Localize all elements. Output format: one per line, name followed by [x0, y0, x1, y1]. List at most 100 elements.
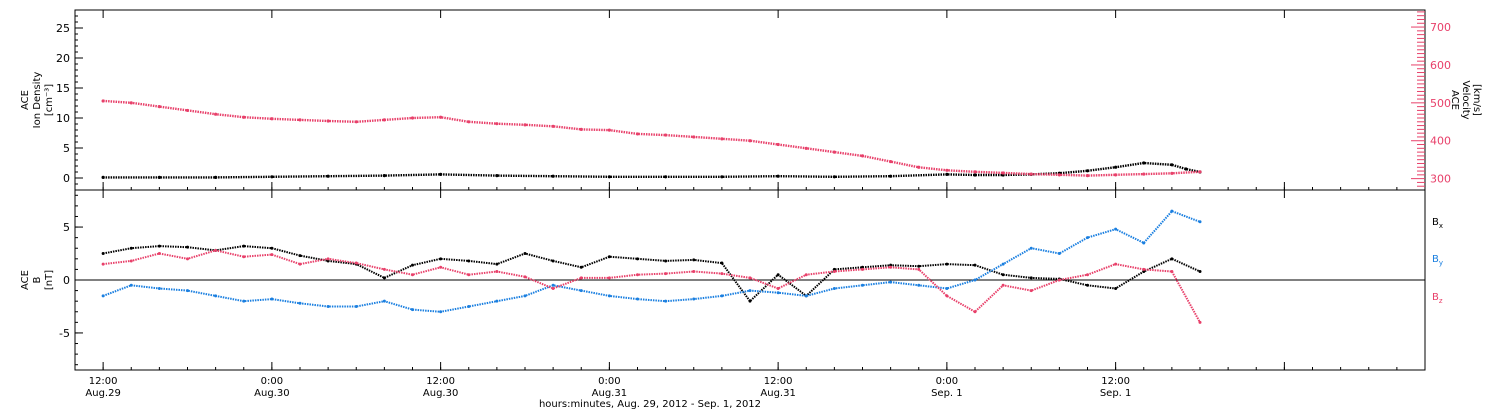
- top-data-point: [945, 172, 949, 176]
- top-data-point: [579, 127, 583, 131]
- top-data-point: [101, 175, 105, 179]
- top-data-point: [635, 132, 640, 136]
- top-data-point: [720, 137, 724, 141]
- bottom-data-point: [186, 257, 189, 261]
- bottom-data-point: [270, 297, 274, 301]
- bottom-data-point: [411, 273, 414, 277]
- top-data-point: [439, 172, 443, 176]
- bottom-data-point: [467, 304, 471, 308]
- bottom-ylabel: B: [32, 276, 43, 283]
- xtick-time-label: 0:00: [598, 376, 620, 387]
- bottom-data-point: [439, 265, 443, 269]
- bottom-data-point: [804, 294, 808, 298]
- top-data-point: [551, 124, 555, 128]
- bottom-data-point: [973, 310, 977, 314]
- bottom-data-point: [607, 276, 611, 280]
- bottom-data-point: [720, 272, 724, 276]
- bottom-data-point: [439, 310, 443, 314]
- top-data-point: [1085, 169, 1090, 173]
- bottom-data-point: [1086, 273, 1089, 277]
- bottom-data-point: [1170, 270, 1174, 274]
- bottom-data-point: [945, 262, 949, 266]
- bottom-data-point: [1001, 283, 1005, 287]
- top-panel-frame: [74, 9, 1426, 191]
- bottom-data-point: [129, 246, 133, 250]
- top-ylabel: [cm⁻³]: [44, 84, 55, 116]
- xtick-time-label: 12:00: [426, 376, 455, 387]
- bottom-data-point: [579, 276, 583, 280]
- top-series-line: [103, 161, 1201, 179]
- bottom-data-point: [157, 252, 161, 256]
- xtick-time-label: 0:00: [261, 376, 283, 387]
- top-data-point: [607, 175, 611, 179]
- bottom-data-point: [607, 255, 611, 259]
- bottom-data-point: [326, 259, 330, 263]
- bottom-data-point: [551, 259, 555, 263]
- bottom-ytick-label: 5: [63, 221, 70, 234]
- bottom-ylabel: ACE: [20, 270, 31, 290]
- top-data-point: [973, 173, 977, 177]
- top-data-point: [129, 101, 133, 105]
- top-data-point: [889, 159, 893, 164]
- top-data-point: [1142, 161, 1146, 165]
- xtick-time-label: 0:00: [936, 376, 958, 387]
- top-data-point: [1198, 170, 1202, 174]
- top-data-point: [748, 139, 752, 143]
- bottom-data-point: [1086, 283, 1089, 287]
- bottom-data-point: [411, 308, 414, 312]
- top-data-point: [214, 112, 218, 116]
- top-data-point: [382, 174, 386, 178]
- top-data-point: [917, 165, 921, 169]
- bottom-data-point: [636, 273, 639, 277]
- top-data-point: [1114, 173, 1118, 177]
- bottom-data-point: [692, 270, 696, 274]
- bottom-data-point: [861, 283, 864, 287]
- bottom-data-point: [636, 257, 639, 261]
- xtick-date-label: Sep. 1: [931, 388, 963, 399]
- bottom-data-point: [1198, 220, 1202, 224]
- legend-entry: Bz: [1432, 292, 1443, 305]
- top-data-point: [832, 175, 836, 179]
- top-data-point: [1170, 163, 1174, 167]
- bottom-data-point: [101, 294, 105, 298]
- bottom-data-point: [439, 257, 443, 261]
- bottom-data-point: [889, 280, 893, 284]
- bottom-data-point: [692, 258, 696, 262]
- top-data-point: [439, 115, 443, 119]
- bottom-data-point: [101, 262, 105, 266]
- bottom-data-point: [664, 299, 668, 303]
- xtick-date-label: Aug.30: [254, 388, 289, 399]
- top-data-point: [467, 120, 471, 124]
- xtick-date-label: Aug.30: [423, 388, 458, 399]
- bottom-series-line: [102, 249, 1201, 323]
- bottom-data-point: [917, 267, 921, 271]
- bottom-data-point: [214, 248, 218, 252]
- bottom-data-point: [214, 294, 218, 298]
- top-ytick-label: 20: [56, 52, 70, 65]
- top-data-point: [1001, 171, 1005, 175]
- bottom-data-point: [636, 297, 639, 301]
- bottom-data-point: [298, 301, 302, 305]
- top-data-point: [1085, 174, 1090, 178]
- bottom-data-point: [242, 255, 246, 259]
- bottom-data-point: [382, 267, 386, 271]
- bottom-ytick-label: 0: [63, 274, 70, 287]
- bottom-data-point: [129, 283, 133, 287]
- bottom-panel: -5 0 5 ACE B [nT] Bx By Bz: [20, 189, 1443, 371]
- bottom-data-point: [973, 263, 977, 267]
- bottom-data-point: [776, 286, 780, 290]
- bottom-data-point: [776, 291, 780, 295]
- bottom-data-point: [298, 254, 302, 258]
- top-data-point: [1029, 172, 1033, 176]
- top-ytick-label: 10: [56, 112, 70, 125]
- top-ytick-label: 15: [56, 82, 70, 95]
- top-data-point: [720, 175, 724, 179]
- bottom-data-point: [889, 263, 893, 267]
- top-data-point: [551, 174, 555, 178]
- top-data-point: [1142, 172, 1146, 176]
- top-y2label: [km/s]: [1471, 84, 1482, 116]
- bottom-data-point: [551, 286, 555, 290]
- bottom-data-point: [298, 262, 302, 266]
- top-data-point: [664, 133, 668, 137]
- bottom-data-point: [467, 259, 471, 263]
